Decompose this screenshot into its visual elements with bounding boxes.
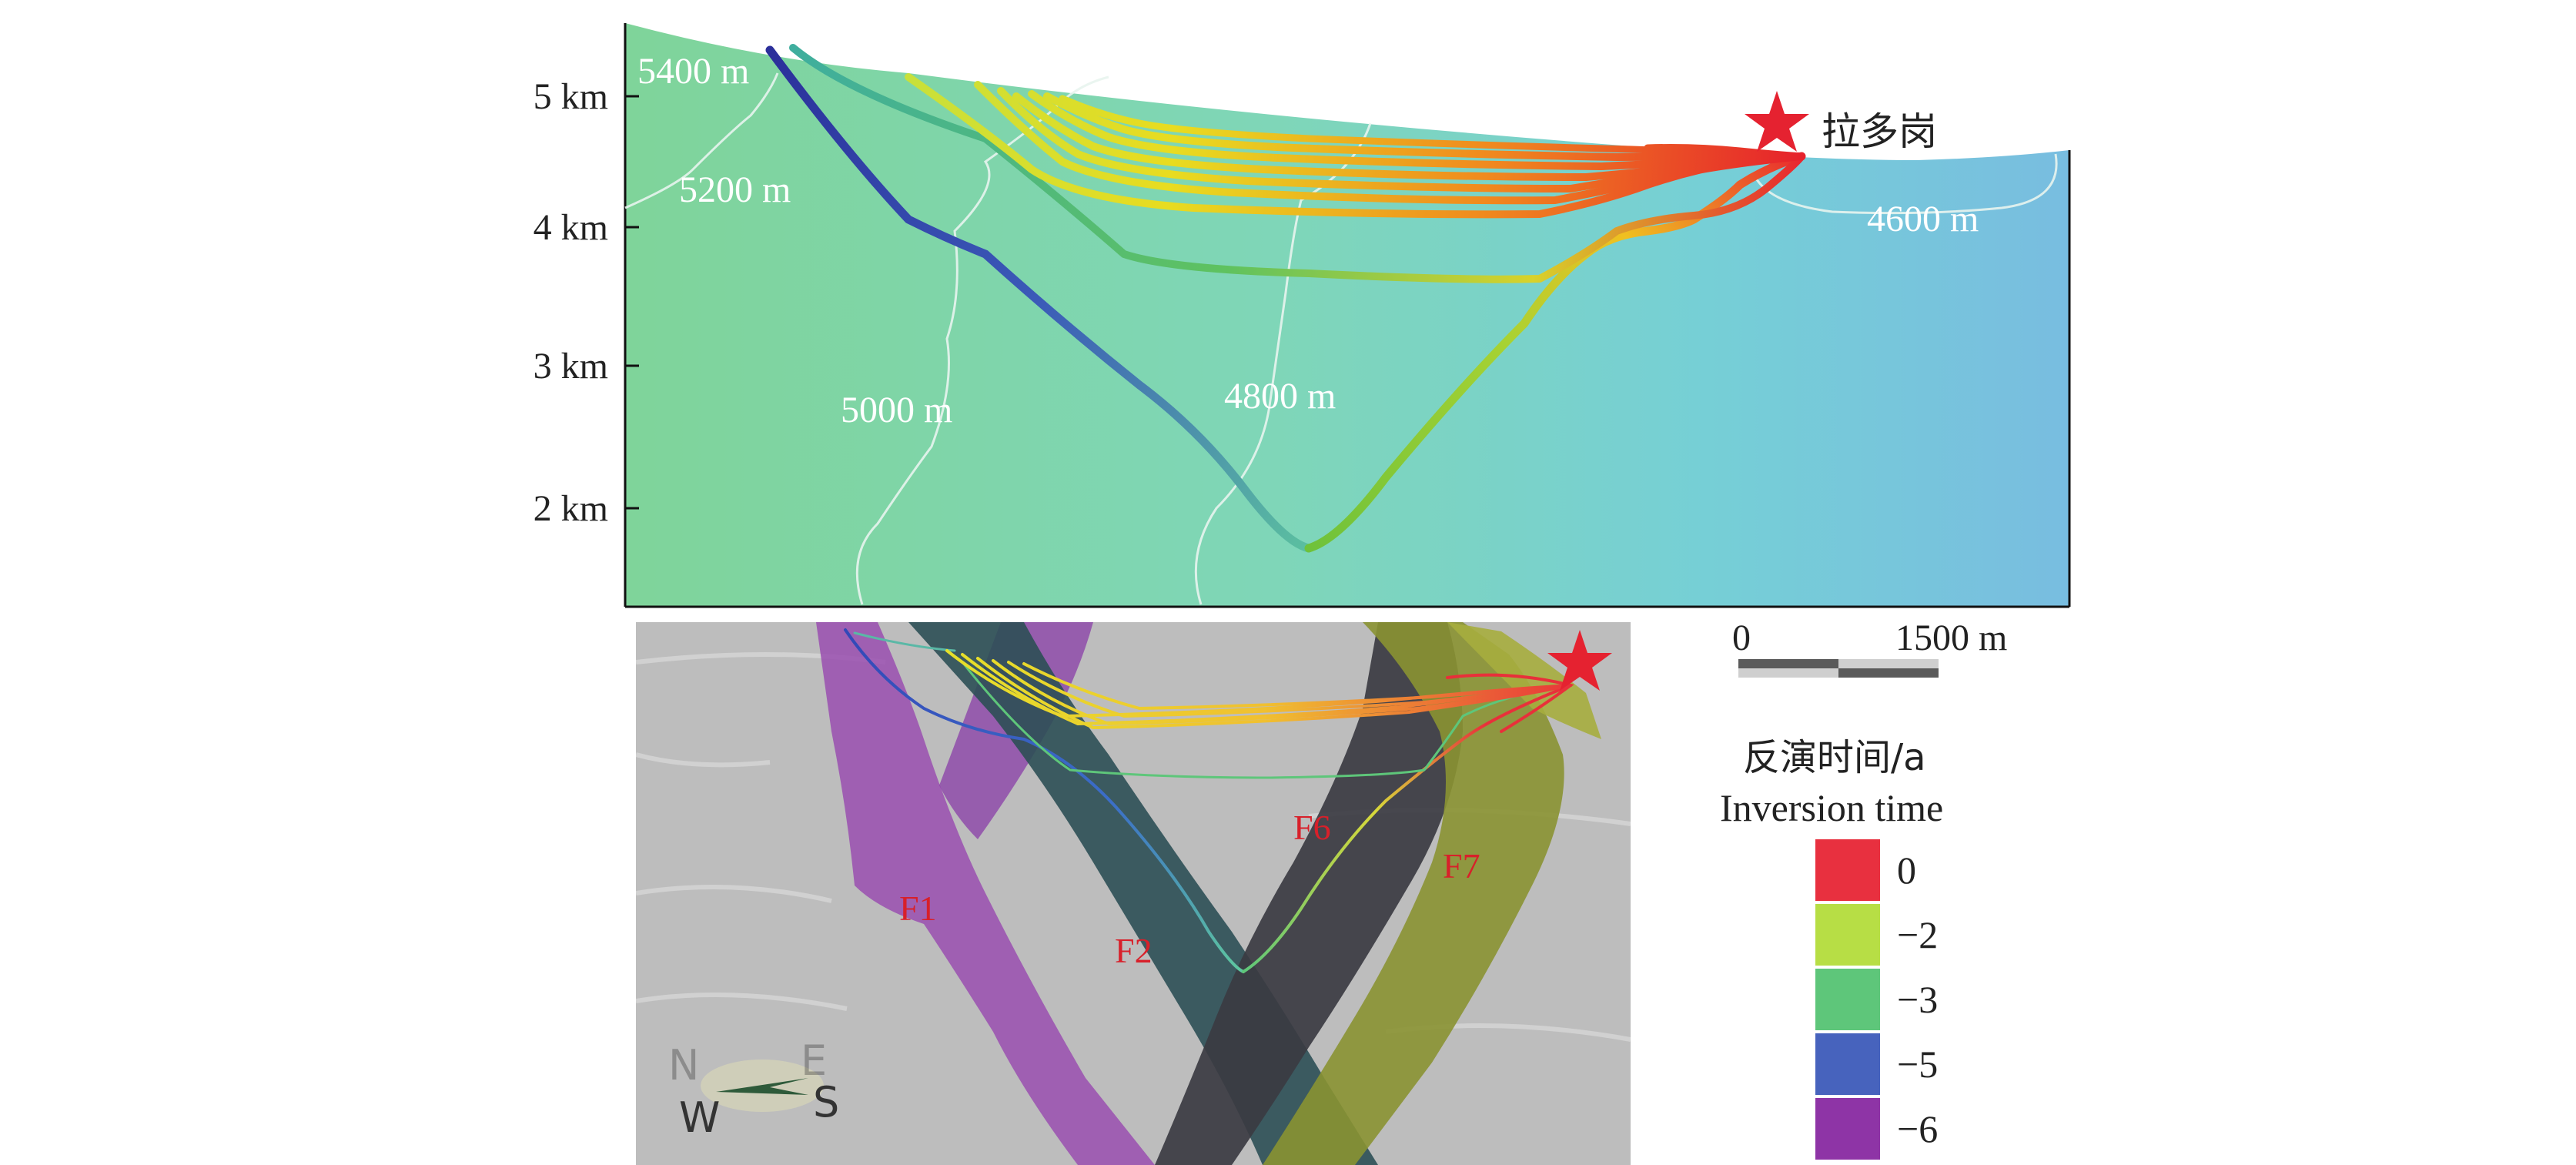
depth-tick-label: 2 km: [534, 488, 608, 529]
fault-f7-tip: [1447, 622, 1601, 739]
fault-f7-plane: [1263, 622, 1564, 1165]
scale-segment-light-1: [1838, 659, 1939, 668]
legend-swatch: [1815, 904, 1880, 966]
contour-label-4600: 4600 m: [1867, 199, 1979, 239]
fault-3d-panel: F1 F2 F6 F7 N E W S: [636, 622, 1631, 1165]
legend-label: −6: [1897, 1107, 1938, 1150]
place-label: 拉多岗: [1822, 109, 1937, 154]
contour-label-5000: 5000 m: [841, 390, 952, 430]
flow-path-bundle: [1012, 92, 1805, 181]
compass-w: W: [679, 1093, 720, 1142]
lower-path-bundle: [1446, 673, 1574, 733]
lower-path-bundle: [992, 659, 1572, 726]
depth-tick-label: 5 km: [534, 76, 608, 117]
flow-path-deep-blue: [765, 45, 1313, 553]
lower-flow-paths: [844, 628, 1574, 973]
flow-path-bundle: [1043, 92, 1805, 161]
compass-s: S: [813, 1078, 839, 1127]
fault-f1-plane: [816, 622, 1155, 1165]
lower-star-icon: [1547, 630, 1612, 691]
contour-label-5400: 5400 m: [637, 51, 749, 92]
scale-segment-dark-2: [1838, 668, 1939, 678]
lower-path-bundle: [976, 657, 1572, 730]
compass-e: E: [801, 1036, 827, 1085]
depth-tick-label: 3 km: [534, 346, 608, 387]
legend: 反演时间/a Inversion time 0 −2 −3 −5 −6: [1720, 736, 1943, 1160]
contour-label-4800: 4800 m: [1224, 376, 1336, 417]
fault-f6-plane: [1155, 622, 1463, 1165]
scale-segment-light-2: [1738, 668, 1838, 678]
scale-segment-dark-1: [1738, 659, 1838, 668]
legend-label: −2: [1897, 913, 1938, 956]
legend-label: −5: [1897, 1043, 1938, 1086]
lower-path-teal: [853, 631, 956, 652]
scale-end-label: 1500 m: [1895, 618, 2007, 658]
contour-label-5200: 5200 m: [679, 169, 791, 210]
legend-title-cn: 反演时间/a: [1743, 736, 1926, 779]
fault-label-f6: F6: [1293, 808, 1331, 847]
flow-paths: [765, 44, 1806, 553]
fault-label-f7: F7: [1443, 846, 1480, 885]
cross-section-panel: 5 km 4 km 3 km 2 km 5400 m 5200 m 5000 m…: [534, 23, 2071, 608]
fault-label-f2: F2: [1115, 931, 1153, 970]
compass-n: N: [668, 1041, 699, 1090]
legend-swatch: [1815, 969, 1880, 1030]
lower-path-bundle: [1022, 662, 1572, 711]
legend-swatch: [1815, 1033, 1880, 1095]
legend-label: −3: [1897, 978, 1938, 1021]
place-star-icon: [1745, 91, 1809, 152]
legend-swatch: [1815, 839, 1880, 901]
depth-tick-label: 4 km: [534, 207, 608, 248]
compass-needle-icon: [716, 1078, 808, 1095]
fault-label-f1: F1: [899, 889, 937, 928]
legend-items: 0 −2 −3 −5 −6: [1815, 839, 1938, 1160]
lower-path-v: [1242, 684, 1572, 973]
flow-path-bundle: [1644, 144, 1805, 160]
scale-bar: 0 1500 m: [1732, 618, 2007, 678]
flow-path-green: [789, 44, 1805, 283]
legend-title-en: Inversion time: [1720, 786, 1943, 829]
scale-start-label: 0: [1732, 618, 1751, 658]
lower-path-green: [961, 661, 1572, 779]
compass: N E W S: [668, 1036, 839, 1142]
lower-path-blue: [844, 628, 1245, 973]
flow-path-bundle: [1059, 95, 1805, 160]
lower-path-bundle: [1007, 661, 1572, 718]
legend-swatch: [1815, 1098, 1880, 1160]
legend-label: 0: [1897, 849, 1916, 892]
